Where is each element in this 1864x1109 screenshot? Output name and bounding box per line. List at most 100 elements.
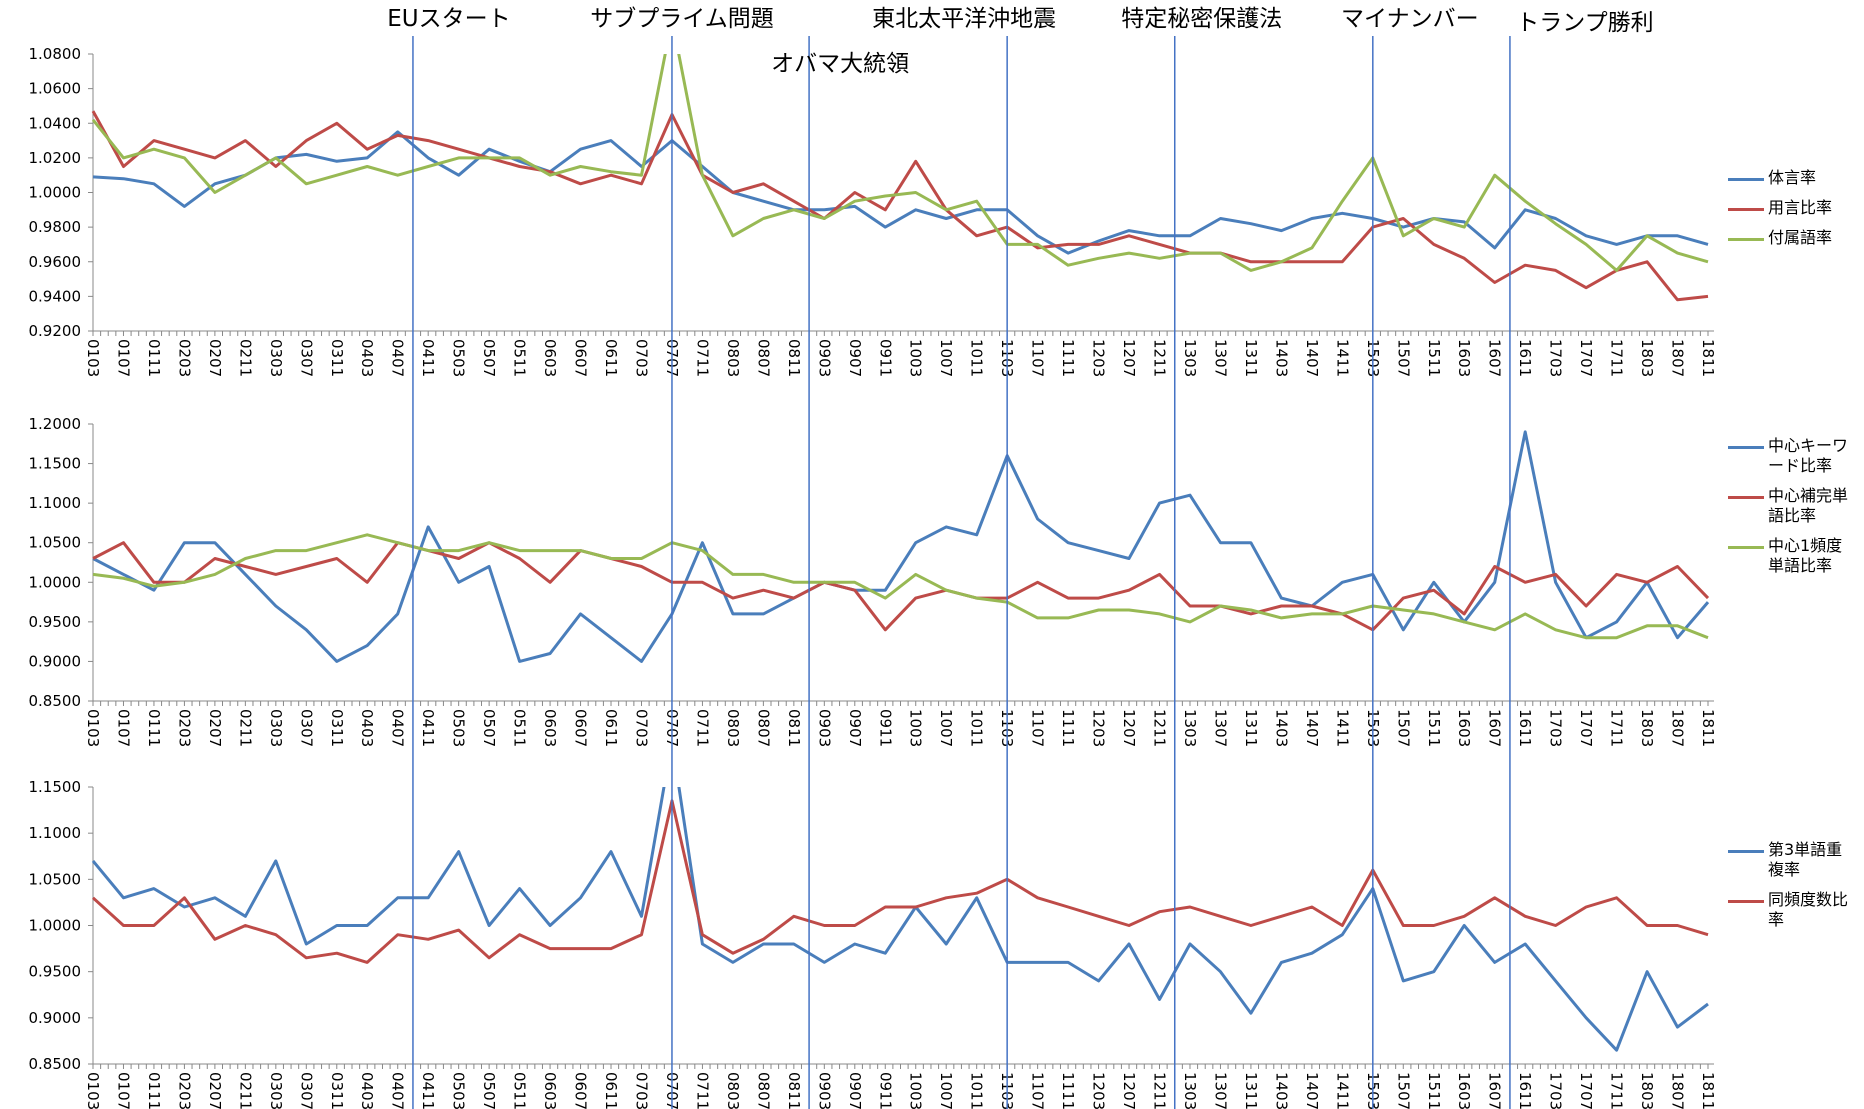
x-tick-label: 0607 (572, 709, 590, 747)
x-tick-label: 0507 (480, 1072, 498, 1109)
x-tick-label: 1011 (968, 1072, 986, 1109)
x-tick-label: 0507 (480, 339, 498, 377)
x-tick-label: 1811 (1699, 339, 1717, 377)
x-tick-label: 0111 (145, 709, 163, 747)
series-line (91, 799, 1709, 964)
x-tick-label: 0403 (358, 1072, 376, 1109)
x-tick-label: 1207 (1120, 709, 1138, 747)
legend-swatch (1728, 850, 1764, 853)
legend-item: 第3単語重複率 (1728, 840, 1848, 880)
x-tick-label: 0307 (297, 709, 315, 747)
x-tick-label: 0411 (419, 339, 437, 377)
y-tick-label: 1.1000 (29, 494, 82, 512)
x-tick-label: 0811 (785, 1072, 803, 1109)
x-tick-label: 1203 (1090, 339, 1108, 377)
x-tick-label: 1711 (1608, 339, 1626, 377)
x-tick-label: 0211 (236, 1072, 254, 1109)
x-tick-label: 1603 (1455, 709, 1473, 747)
y-tick-label: 0.8500 (29, 1055, 82, 1073)
x-tick-label: 0111 (145, 339, 163, 377)
x-tick-label: 1203 (1090, 1072, 1108, 1109)
x-tick-label: 0511 (511, 709, 529, 747)
x-tick-label: 1703 (1547, 339, 1565, 377)
x-tick-label: 0411 (419, 709, 437, 747)
x-tick-label: 1011 (968, 339, 986, 377)
series-line (91, 54, 1709, 272)
x-tick-label: 1407 (1303, 1072, 1321, 1109)
x-tick-label: 0903 (815, 709, 833, 747)
y-tick-label: 1.0400 (29, 114, 82, 132)
x-tick-label: 0203 (175, 1072, 193, 1109)
x-tick-label: 1403 (1272, 709, 1290, 747)
y-tick-label: 0.9500 (29, 613, 82, 631)
x-tick-label: 1803 (1638, 709, 1656, 747)
series-line (92, 130, 1709, 255)
x-tick-label: 1003 (907, 1072, 925, 1109)
x-tick-label: 0711 (693, 1072, 711, 1109)
x-tick-label: 1811 (1699, 709, 1717, 747)
x-tick-label: 1807 (1669, 1072, 1687, 1109)
x-tick-label: 1807 (1669, 339, 1687, 377)
legend-swatch (1728, 208, 1764, 211)
x-tick-label: 0203 (175, 709, 193, 747)
x-tick-label: 0611 (602, 339, 620, 377)
x-tick-label: 1807 (1669, 709, 1687, 747)
event-label: トランプ勝利 (1516, 10, 1653, 36)
y-tick-label: 1.0000 (29, 917, 82, 935)
legend-swatch (1728, 238, 1764, 241)
x-tick-label: 1111 (1059, 1072, 1077, 1109)
x-tick-label: 1303 (1181, 339, 1199, 377)
y-tick-label: 1.0800 (29, 45, 82, 63)
x-tick-label: 1211 (1151, 1072, 1169, 1109)
x-tick-label: 0303 (267, 1072, 285, 1109)
x-tick-label: 0503 (450, 709, 468, 747)
legend-label: 付属語率 (1768, 228, 1833, 247)
y-tick-label: 0.8500 (29, 692, 82, 710)
x-tick-label: 0303 (267, 709, 285, 747)
x-tick-label: 0211 (236, 709, 254, 747)
x-tick-label: 0203 (175, 339, 193, 377)
x-tick-label: 0811 (785, 709, 803, 747)
x-tick-label: 1611 (1516, 339, 1534, 377)
x-tick-label: 1707 (1577, 1072, 1595, 1109)
legend-item: 体言率 (1728, 168, 1848, 188)
legend-label: 体言率 (1768, 168, 1817, 187)
x-tick-label: 0807 (754, 1072, 772, 1109)
x-tick-label: 1007 (937, 339, 955, 377)
x-tick-label: 1711 (1608, 1072, 1626, 1109)
event-label: サブプライム問題 (590, 6, 774, 32)
y-tick-label: 1.0600 (29, 80, 82, 98)
y-tick-label: 0.9200 (29, 322, 82, 340)
x-tick-label: 0407 (389, 709, 407, 747)
x-tick-label: 0303 (267, 339, 285, 377)
x-tick-label: 0803 (724, 339, 742, 377)
x-tick-label: 0807 (754, 709, 772, 747)
series-line (91, 787, 1709, 1052)
legend-item: 付属語率 (1728, 228, 1848, 248)
legend-label: 中心キーワード比率 (1768, 436, 1849, 475)
x-tick-label: 0711 (693, 709, 711, 747)
x-tick-label: 1507 (1394, 1072, 1412, 1109)
x-tick-label: 1407 (1303, 709, 1321, 747)
x-tick-label: 1511 (1425, 709, 1443, 747)
x-tick-label: 1003 (907, 709, 925, 747)
legend-label: 中心1頻度単語比率 (1768, 536, 1843, 575)
x-tick-label: 1011 (968, 709, 986, 747)
series-line (92, 430, 1710, 663)
x-tick-label: 1311 (1242, 709, 1260, 747)
y-tick-label: 1.2000 (29, 415, 82, 433)
x-tick-label: 1411 (1333, 709, 1351, 747)
x-tick-label: 0611 (602, 709, 620, 747)
y-tick-label: 0.9000 (29, 1009, 82, 1027)
x-tick-label: 0111 (145, 1072, 163, 1109)
y-tick-label: 1.1500 (29, 778, 82, 796)
x-tick-label: 1207 (1120, 339, 1138, 377)
x-tick-label: 1107 (1029, 709, 1047, 747)
x-tick-label: 1211 (1151, 709, 1169, 747)
x-tick-label: 1303 (1181, 1072, 1199, 1109)
x-tick-label: 1007 (937, 1072, 955, 1109)
x-tick-label: 1111 (1059, 339, 1077, 377)
x-tick-label: 0911 (876, 1072, 894, 1109)
x-tick-label: 1607 (1486, 1072, 1504, 1109)
